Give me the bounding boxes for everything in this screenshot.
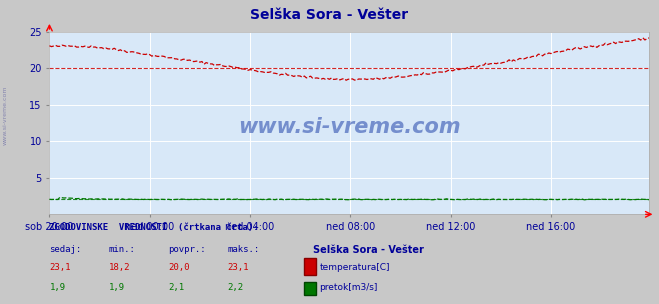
Text: pretok[m3/s]: pretok[m3/s] [320,283,378,292]
Text: 2,2: 2,2 [227,283,243,292]
Text: 2,1: 2,1 [168,283,184,292]
Text: 1,9: 1,9 [109,283,125,292]
Text: www.si-vreme.com: www.si-vreme.com [238,117,461,137]
Text: ZGODOVINSKE  VREDNOSTI  (črtkana črta):: ZGODOVINSKE VREDNOSTI (črtkana črta): [49,223,259,233]
Text: temperatura[C]: temperatura[C] [320,263,390,272]
Text: sedaj:: sedaj: [49,245,82,254]
Text: min.:: min.: [109,245,136,254]
Text: Selška Sora - Vešter: Selška Sora - Vešter [313,245,424,255]
Text: maks.:: maks.: [227,245,260,254]
Text: 23,1: 23,1 [227,263,249,272]
Text: 1,9: 1,9 [49,283,65,292]
Text: www.si-vreme.com: www.si-vreme.com [3,86,8,145]
Text: 18,2: 18,2 [109,263,130,272]
Text: povpr.:: povpr.: [168,245,206,254]
Text: Selška Sora - Vešter: Selška Sora - Vešter [250,8,409,22]
Text: 23,1: 23,1 [49,263,71,272]
Text: 20,0: 20,0 [168,263,190,272]
